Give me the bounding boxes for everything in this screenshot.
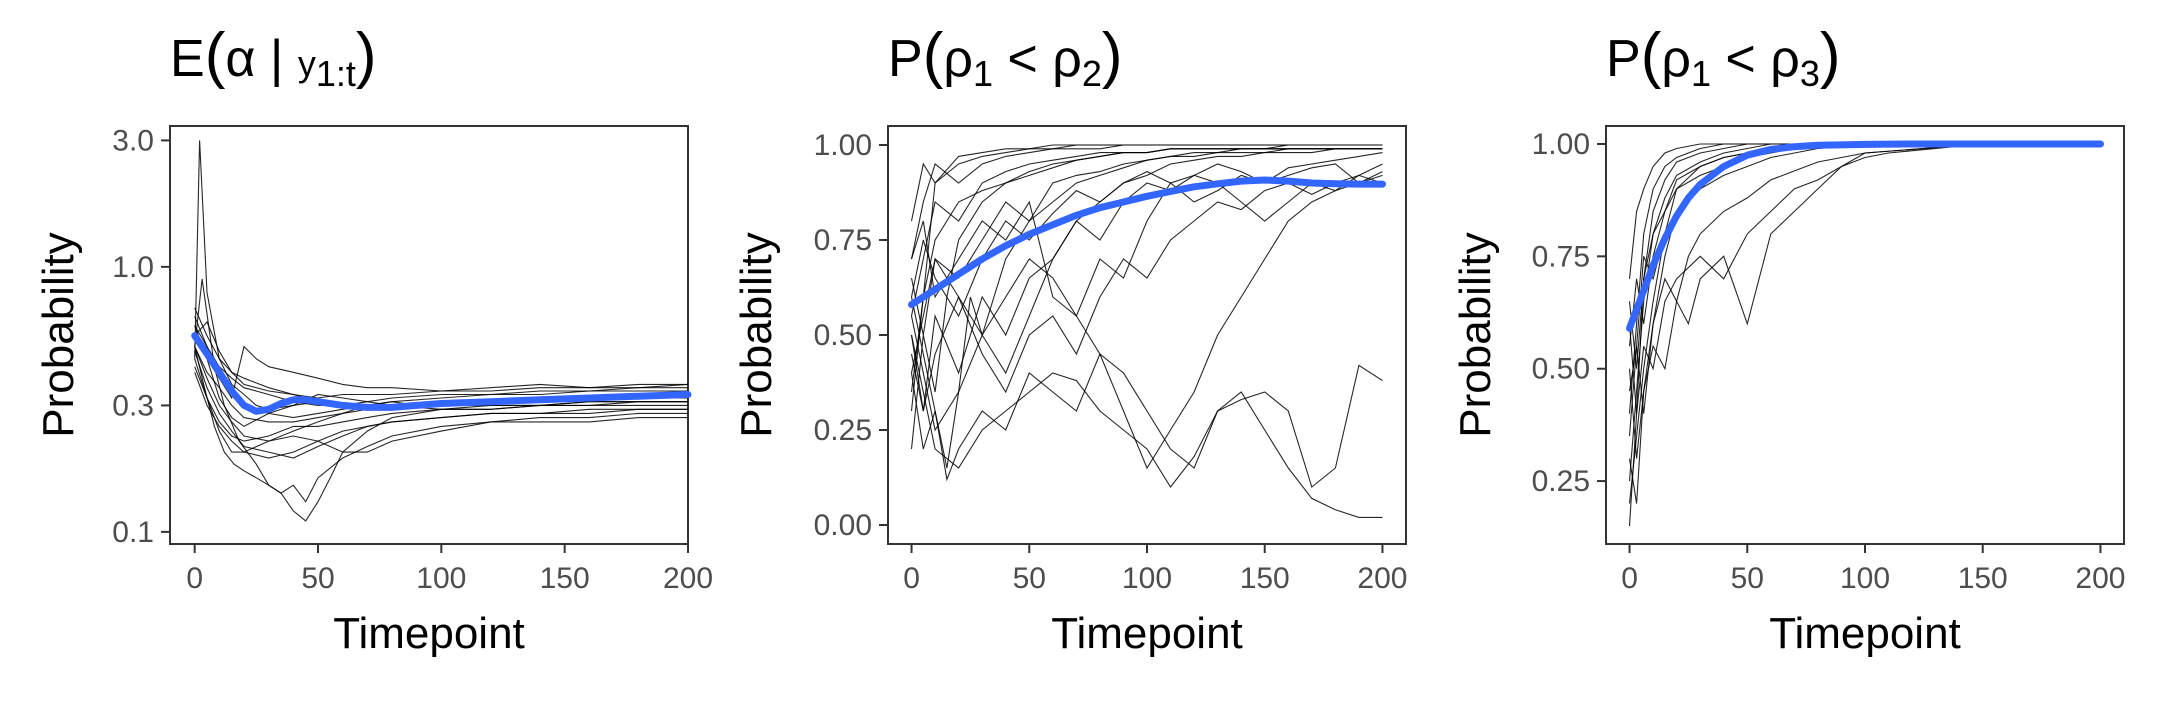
panel-3-smooth-line xyxy=(1626,140,2104,332)
y-tick-label: 0.25 xyxy=(1532,465,1590,498)
panel-3: P(ρ1 < ρ3) 0.25 0.50 0.75 1.00 0 50 100 150 200… xyxy=(1451,21,2125,658)
simulation-line-10 xyxy=(1628,143,2101,482)
simulation-line-12 xyxy=(910,163,1383,318)
simulation-line-9 xyxy=(1628,143,2101,414)
simulation-line-4 xyxy=(1628,143,2101,414)
simulation-line-2 xyxy=(194,278,688,503)
simulation-line-6 xyxy=(910,152,1383,317)
simulation-line-1 xyxy=(1628,143,2101,527)
x-tick-label: 0 xyxy=(903,562,920,595)
panel-1-title: E(α | y1:t) xyxy=(170,21,377,94)
panel-2: P(ρ1 < ρ2) 0.00 0.25 0.50 0.75 1.00 0 50 100 15… xyxy=(732,21,1407,658)
panel-3-title: P(ρ1 < ρ3) xyxy=(1606,21,1841,94)
simulation-line-16 xyxy=(910,174,1383,470)
y-tick-label: 0.50 xyxy=(1532,353,1590,386)
y-tick-label: 0.50 xyxy=(814,319,872,352)
panel-3-simulation-lines xyxy=(1628,143,2101,527)
simulation-line-2 xyxy=(1628,143,2101,504)
panel-2-x-axis-title: Timepoint xyxy=(1051,609,1243,658)
panel-1-simulation-lines xyxy=(194,140,689,522)
panel-3-x-axis-title: Timepoint xyxy=(1769,609,1961,658)
panel-2-smooth-line xyxy=(908,176,1386,309)
simulation-line-12 xyxy=(194,316,688,406)
simulation-line-4 xyxy=(910,296,1383,518)
simulation-line-15 xyxy=(910,148,1383,374)
x-tick-label: 150 xyxy=(1240,562,1290,595)
panel-1: E(α | y1:t) 0.1 0.3 1.0 3.0 0 50 100 150 200 Ti… xyxy=(34,21,713,658)
panel-1-frame xyxy=(169,125,689,545)
simulation-line-8 xyxy=(1628,143,2101,279)
x-tick-label: 0 xyxy=(186,562,203,595)
panel-1-smooth-line xyxy=(191,332,692,415)
simulation-line-3 xyxy=(1628,143,2101,459)
simulation-line-9 xyxy=(910,163,1383,412)
y-tick-label: 1.00 xyxy=(814,129,872,162)
simulation-line-10 xyxy=(194,358,688,453)
simulation-line-4 xyxy=(194,346,688,522)
y-tick-label: 1.0 xyxy=(112,251,154,284)
y-tick-label: 0.75 xyxy=(814,224,872,257)
x-tick-label: 150 xyxy=(1958,562,2008,595)
x-tick-label: 200 xyxy=(663,562,713,595)
y-tick-label: 0.75 xyxy=(1532,240,1590,273)
x-tick-label: 50 xyxy=(1731,562,1764,595)
x-tick-label: 200 xyxy=(1357,562,1407,595)
y-tick-label: 0.25 xyxy=(814,414,872,447)
simulation-line-5 xyxy=(1628,143,2101,504)
x-tick-label: 100 xyxy=(416,562,466,595)
panel-2-title: P(ρ1 < ρ2) xyxy=(888,21,1123,94)
simulation-line-13 xyxy=(910,174,1383,412)
panel-2-y-axis-title: Probability xyxy=(732,232,781,437)
simulation-line-5 xyxy=(194,320,688,406)
y-tick-label: 0.00 xyxy=(814,509,872,542)
simulation-line-6 xyxy=(194,372,688,459)
y-tick-label: 0.1 xyxy=(112,516,154,549)
panel-2-simulation-lines xyxy=(910,144,1383,518)
panel-3-frame xyxy=(1605,125,2125,545)
simulation-line-9 xyxy=(194,307,689,399)
y-tick-label: 0.3 xyxy=(112,389,154,422)
x-tick-label: 200 xyxy=(2075,562,2125,595)
panel-1-x-axis-title: Timepoint xyxy=(333,609,525,658)
x-tick-label: 0 xyxy=(1621,562,1638,595)
panel-1-y-axis: 0.1 0.3 1.0 3.0 xyxy=(112,124,170,549)
panel-3-y-axis-title: Probability xyxy=(1451,232,1500,437)
panel-2-x-axis: 0 50 100 150 200 xyxy=(903,544,1407,595)
simulation-line-7 xyxy=(1628,143,2101,347)
panel-1-x-axis: 0 50 100 150 200 xyxy=(186,544,713,595)
simulation-line-7 xyxy=(910,148,1383,317)
simulation-line-3 xyxy=(194,325,688,400)
x-tick-label: 50 xyxy=(301,562,334,595)
simulation-line-1 xyxy=(194,140,688,410)
x-tick-label: 50 xyxy=(1013,562,1046,595)
y-tick-label: 1.00 xyxy=(1532,128,1590,161)
x-tick-label: 150 xyxy=(540,562,590,595)
panel-3-y-axis: 0.25 0.50 0.75 1.00 xyxy=(1532,128,1606,498)
panel-2-y-axis: 0.00 0.25 0.50 0.75 1.00 xyxy=(814,129,888,542)
simulation-line-15 xyxy=(194,351,688,459)
panel-3-x-axis: 0 50 100 150 200 xyxy=(1621,544,2125,595)
panel-1-y-axis-title: Probability xyxy=(34,232,83,437)
simulation-line-14 xyxy=(910,144,1383,260)
simulation-line-10 xyxy=(910,148,1383,375)
y-tick-label: 3.0 xyxy=(112,124,154,157)
x-tick-label: 100 xyxy=(1840,562,1890,595)
x-tick-label: 100 xyxy=(1122,562,1172,595)
